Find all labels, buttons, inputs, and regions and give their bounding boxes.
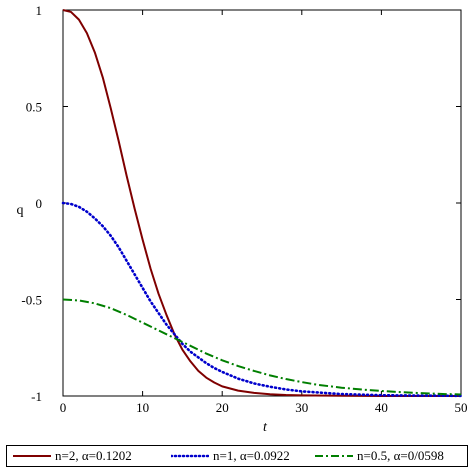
x-tick-label: 30 bbox=[295, 400, 308, 415]
legend-label-series-2: n=1, α=0.0922 bbox=[213, 448, 290, 463]
legend: n=2, α=0.1202 n=1, α=0.0922 n=0.5, α=0/0… bbox=[6, 445, 468, 467]
y-axis-ticks: 1 0.5 0 -0.5 -1 bbox=[21, 3, 461, 404]
y-tick-label: -0.5 bbox=[21, 293, 42, 308]
x-tick-label: 10 bbox=[136, 400, 149, 415]
series-layer bbox=[61, 9, 463, 398]
legend-swatch-series-3 bbox=[315, 455, 353, 457]
legend-swatch-series-2 bbox=[171, 454, 209, 458]
y-axis-title: q bbox=[17, 203, 24, 218]
plot-frame bbox=[62, 9, 462, 397]
legend-item-series-1: n=2, α=0.1202 bbox=[13, 446, 132, 466]
line-chart: 0 10 20 30 40 50 1 0.5 0 -0.5 -1 t q bbox=[17, 3, 468, 435]
legend-label-series-1: n=2, α=0.1202 bbox=[55, 448, 132, 463]
x-tick-label: 20 bbox=[216, 400, 229, 415]
x-tick-label: 40 bbox=[375, 400, 388, 415]
series-line-1 bbox=[62, 9, 461, 397]
series-line-2 bbox=[61, 201, 463, 398]
legend-swatch-series-1 bbox=[13, 455, 51, 457]
y-tick-label: 0.5 bbox=[26, 100, 42, 115]
legend-item-series-2: n=1, α=0.0922 bbox=[171, 446, 290, 466]
x-tick-label: 50 bbox=[455, 400, 468, 415]
x-tick-label: 0 bbox=[60, 400, 67, 415]
legend-item-series-3: n=0.5, α=0/0598 bbox=[315, 446, 444, 466]
series-line-3 bbox=[62, 298, 462, 396]
plot-border bbox=[62, 9, 462, 397]
legend-label-series-3: n=0.5, α=0/0598 bbox=[357, 448, 444, 463]
x-axis-ticks: 0 10 20 30 40 50 bbox=[60, 10, 468, 415]
y-tick-label: 1 bbox=[36, 3, 43, 18]
x-axis-title: t bbox=[263, 420, 268, 435]
y-tick-label: 0 bbox=[36, 196, 43, 211]
y-tick-label: -1 bbox=[31, 389, 42, 404]
